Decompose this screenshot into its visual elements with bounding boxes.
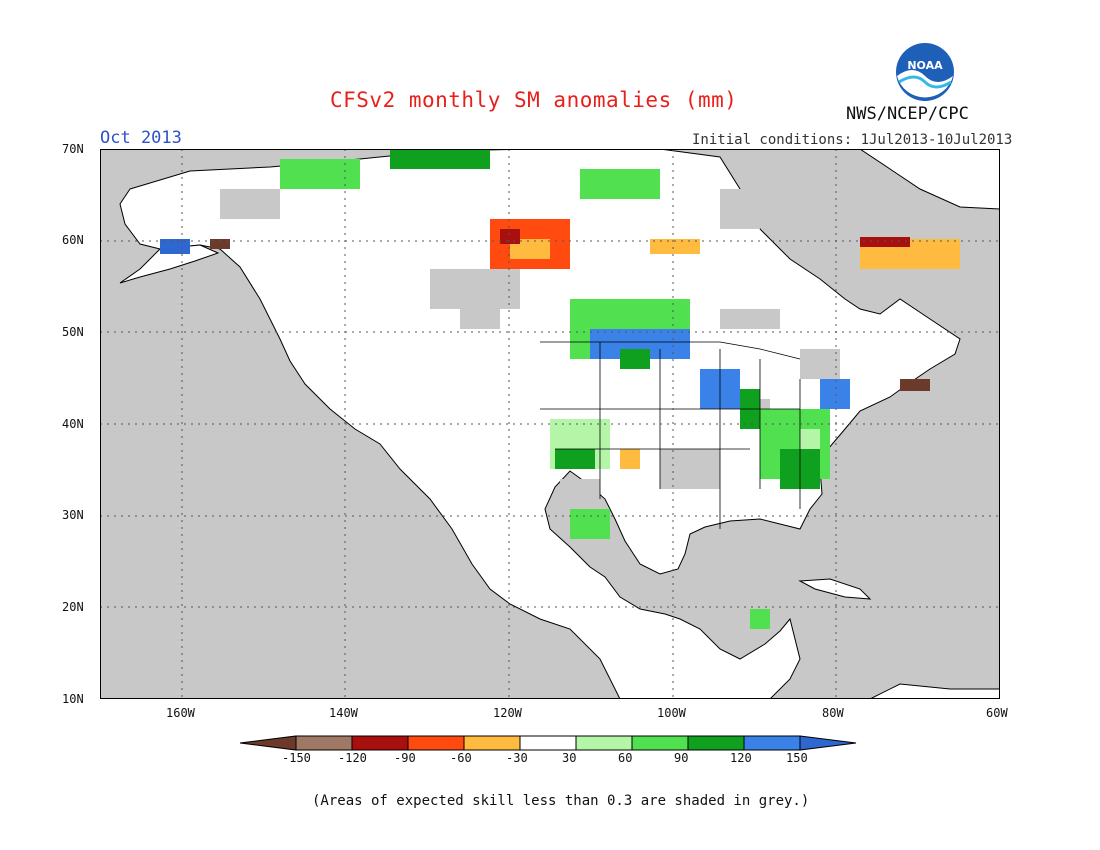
lon-label: 60W — [986, 706, 1008, 720]
land-greenland — [859, 149, 1000, 210]
lon-label: 160W — [166, 706, 195, 720]
legend-tick-label: -30 — [506, 751, 528, 765]
lat-label: 10N — [62, 692, 84, 706]
chart-title: CFSv2 monthly SM anomalies (mm) — [330, 88, 738, 112]
land-north-america — [119, 149, 961, 699]
legend-swatch — [295, 735, 353, 751]
lon-label: 120W — [493, 706, 522, 720]
legend-tick-label: -60 — [450, 751, 472, 765]
forecast-month: Oct 2013 — [100, 128, 182, 148]
initial-conditions: Initial conditions: 1Jul2013-10Jul2013 — [692, 132, 1013, 148]
land-south-america — [869, 683, 1000, 699]
soil-moisture-map — [100, 149, 1000, 699]
legend-swatch — [631, 735, 689, 751]
legend-tick-label: 120 — [730, 751, 752, 765]
lon-label: 140W — [329, 706, 358, 720]
lat-label: 70N — [62, 142, 84, 156]
legend-swatch — [407, 735, 465, 751]
legend-swatch — [743, 735, 801, 751]
legend-swatch — [687, 735, 745, 751]
legend-tick-label: 30 — [562, 751, 577, 765]
legend-swatch — [519, 735, 577, 751]
legend-tick-label: 60 — [618, 751, 633, 765]
noaa-logo-icon: NOAA — [896, 43, 954, 101]
color-legend — [240, 735, 857, 751]
legend-swatch — [351, 735, 409, 751]
legend-tick-label: -150 — [282, 751, 311, 765]
lon-label: 80W — [822, 706, 844, 720]
legend-tick-label: 90 — [674, 751, 689, 765]
graticule — [100, 149, 1000, 699]
lat-label: 20N — [62, 600, 84, 614]
lon-label: 100W — [657, 706, 686, 720]
land-cuba — [798, 578, 872, 600]
agency-label: NWS/NCEP/CPC — [846, 104, 969, 124]
legend-tick-label: -120 — [338, 751, 367, 765]
legend-swatch — [799, 735, 857, 751]
noaa-logo-text: NOAA — [907, 59, 943, 72]
legend-swatch — [240, 735, 297, 751]
low-skill-shading — [220, 189, 840, 619]
legend-swatch — [463, 735, 521, 751]
lat-label: 40N — [62, 417, 84, 431]
legend-swatch — [575, 735, 633, 751]
skill-footnote: (Areas of expected skill less than 0.3 a… — [312, 793, 810, 809]
legend-tick-label: 150 — [786, 751, 808, 765]
lat-label: 60N — [62, 233, 84, 247]
legend-tick-label: -90 — [394, 751, 416, 765]
lat-label: 50N — [62, 325, 84, 339]
lat-label: 30N — [62, 508, 84, 522]
